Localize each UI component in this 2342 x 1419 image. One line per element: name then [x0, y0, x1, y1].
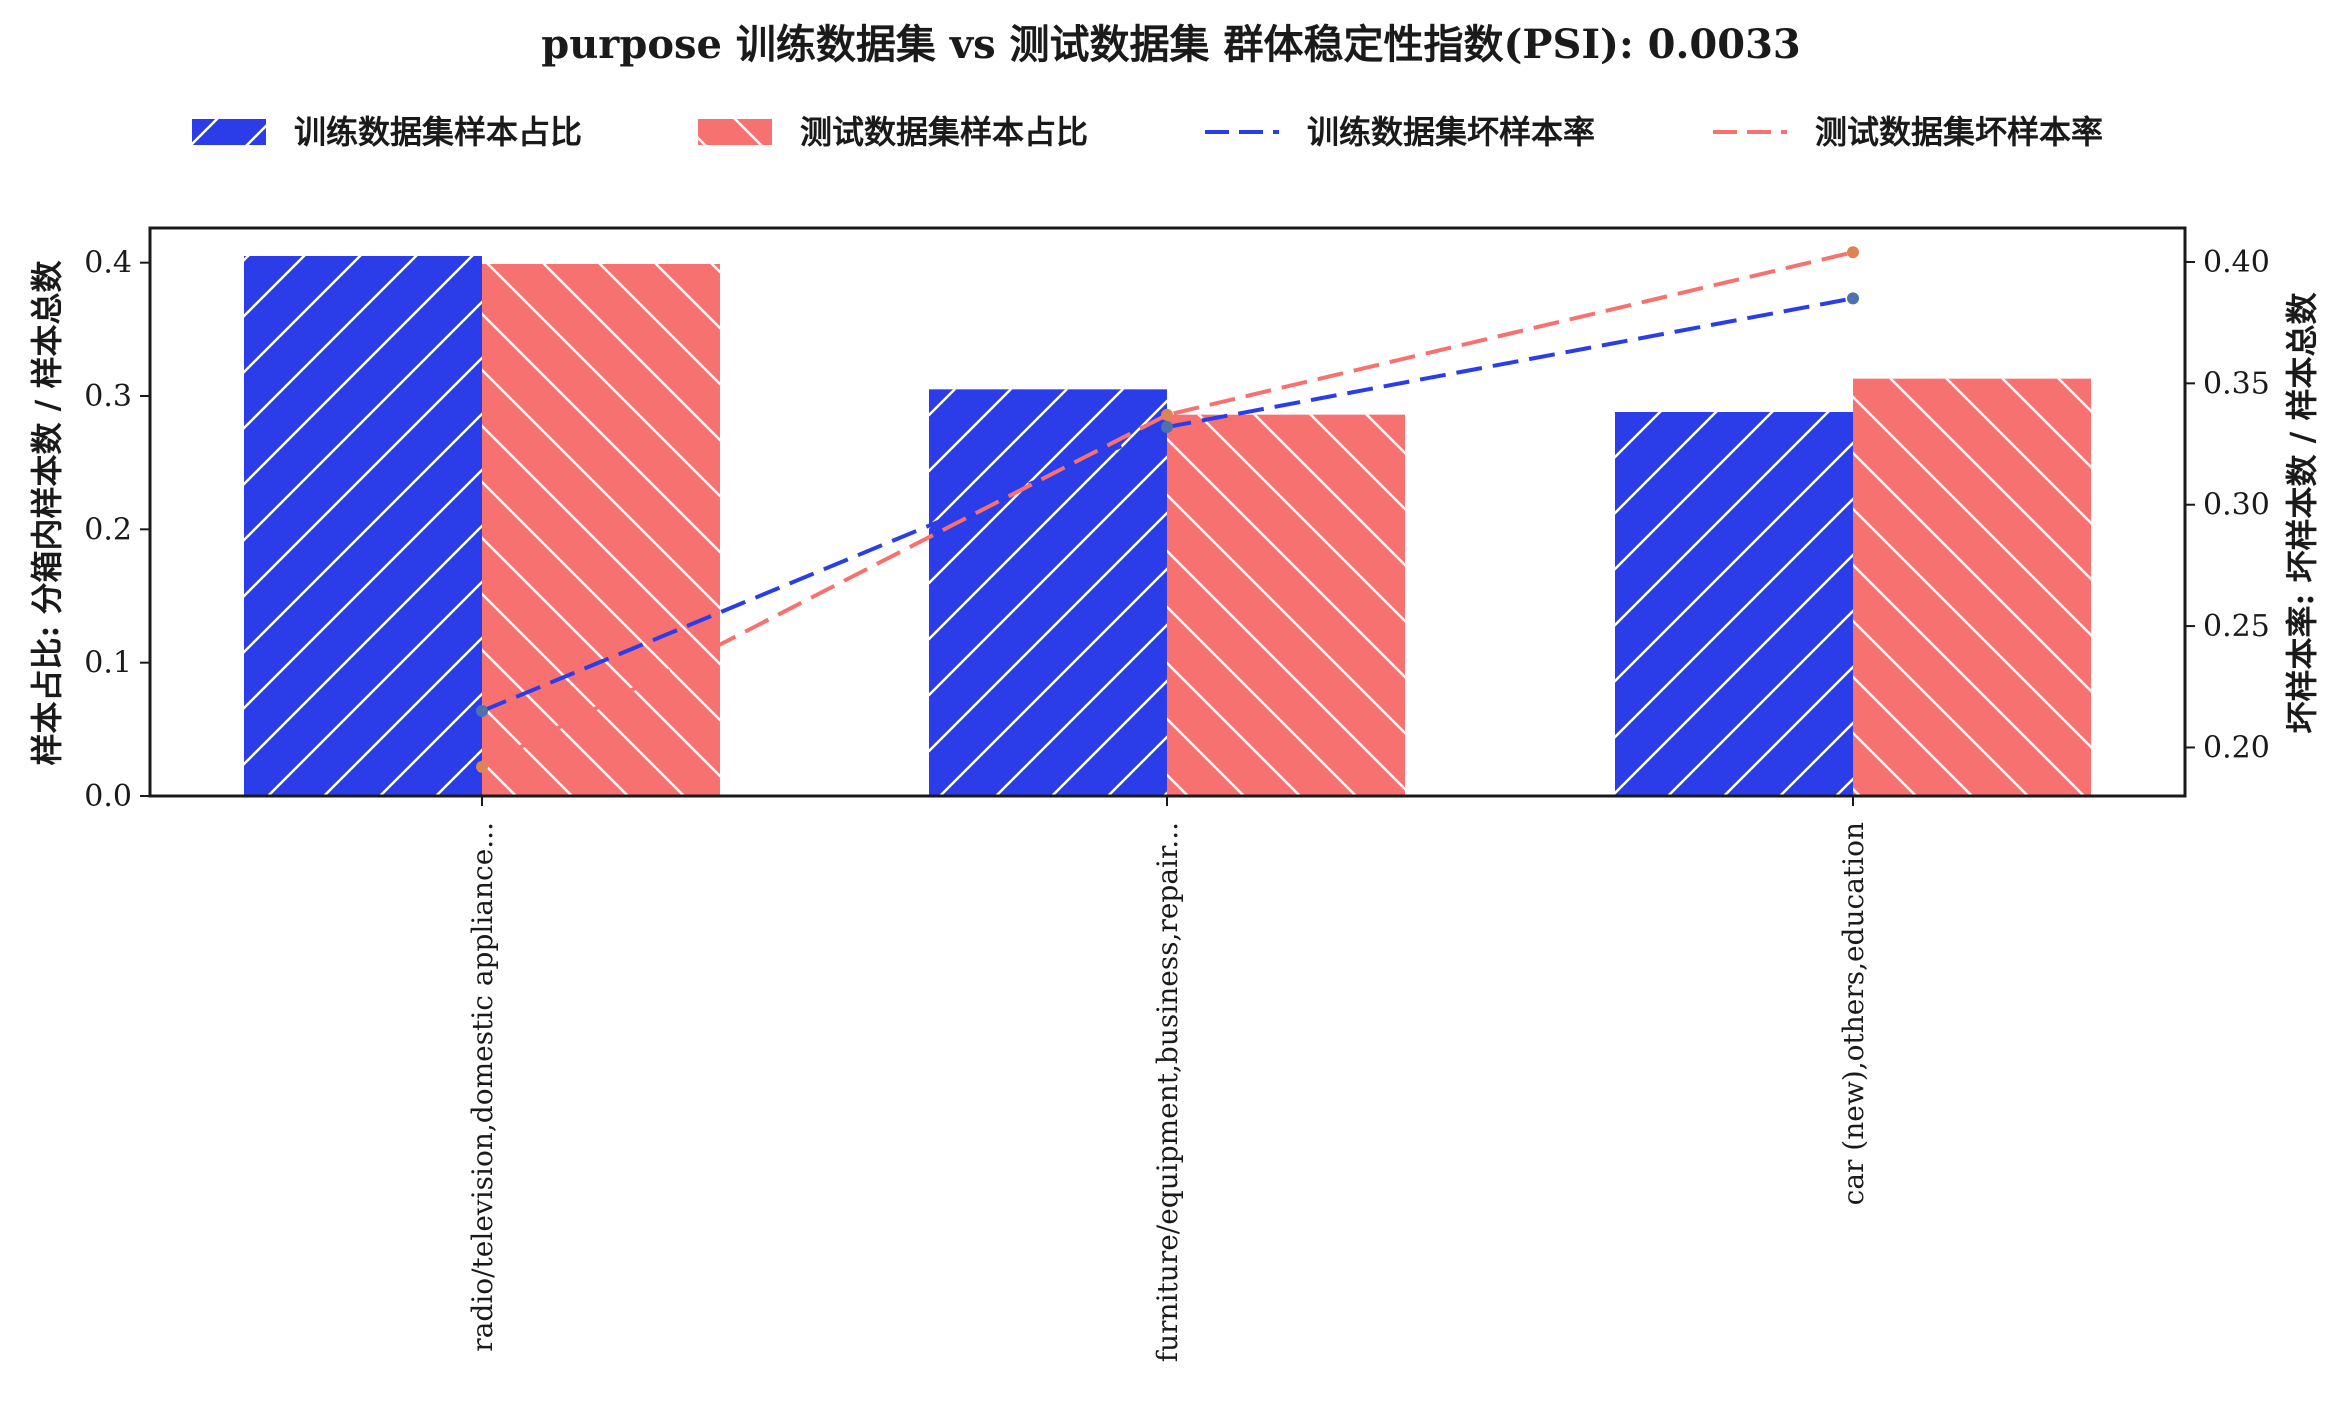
axes-group: 0.0 0.1 0.2 0.3 0.4 0.20 0.25 0.30 0.35 0.40 radio…	[84, 226, 2270, 1362]
legend-label-2: 训练数据集坏样本率	[1307, 113, 1595, 151]
y-tick-label-right-4: 0.40	[2203, 245, 2270, 280]
y-tick-label-left-3: 0.3	[84, 379, 132, 414]
y-tick-label-left-4: 0.4	[84, 246, 132, 281]
y-tick-label-right-2: 0.30	[2203, 488, 2270, 523]
bar-hatch-train-0	[244, 256, 482, 796]
x-tick-label-0: radio/television,domestic appliance...	[466, 822, 499, 1352]
bars-group	[244, 256, 2091, 796]
legend-label-3: 测试数据集坏样本率	[1815, 113, 2103, 151]
bar-hatch-train-2	[1615, 412, 1853, 796]
legend-label-0: 训练数据集样本占比	[294, 113, 582, 151]
point-test-2	[1847, 246, 1859, 259]
legend-swatch-hatch-1	[698, 119, 772, 145]
y-tick-label-right-3: 0.35	[2203, 366, 2270, 401]
bar-hatch-train-1	[929, 389, 1167, 796]
y-tick-label-right-1: 0.25	[2203, 609, 2270, 644]
y-axis-label-right: 坏样本率: 坏样本数 / 样本总数	[2283, 292, 2321, 734]
point-train-1	[1161, 421, 1173, 434]
point-test-0	[476, 760, 488, 773]
y-tick-label-left-1: 0.1	[84, 646, 132, 681]
legend-label-1: 测试数据集样本占比	[800, 113, 1088, 151]
line-test-bad-rate	[481, 250, 1854, 769]
y-tick-label-right-0: 0.20	[2203, 730, 2270, 765]
bar-hatch-test-1	[1167, 414, 1405, 796]
legend-swatch-hatch-0	[192, 119, 266, 145]
bar-hatch-test-0	[482, 264, 720, 796]
lines-group	[476, 246, 1859, 773]
x-tick-label-1: furniture/equipment,business,repair...	[1151, 822, 1184, 1362]
x-tick-label-2: car (new),others,education	[1837, 822, 1870, 1205]
y-axis-label-left: 样本占比: 分箱内样本数 / 样本总数	[28, 260, 66, 766]
point-train-2	[1847, 292, 1859, 305]
y-tick-label-left-2: 0.2	[84, 512, 132, 547]
point-test-1	[1161, 408, 1173, 421]
chart-title: purpose 训练数据集 vs 测试数据集 群体稳定性指数(PSI): 0.0…	[541, 21, 1801, 68]
chart-legend: 训练数据集样本占比 测试数据集样本占比 训练数据集坏样本率 测试数据集坏样本率	[192, 113, 2103, 151]
point-train-0	[476, 705, 488, 718]
bar-hatch-test-2	[1853, 378, 2091, 796]
y-tick-label-left-0: 0.0	[84, 779, 132, 814]
